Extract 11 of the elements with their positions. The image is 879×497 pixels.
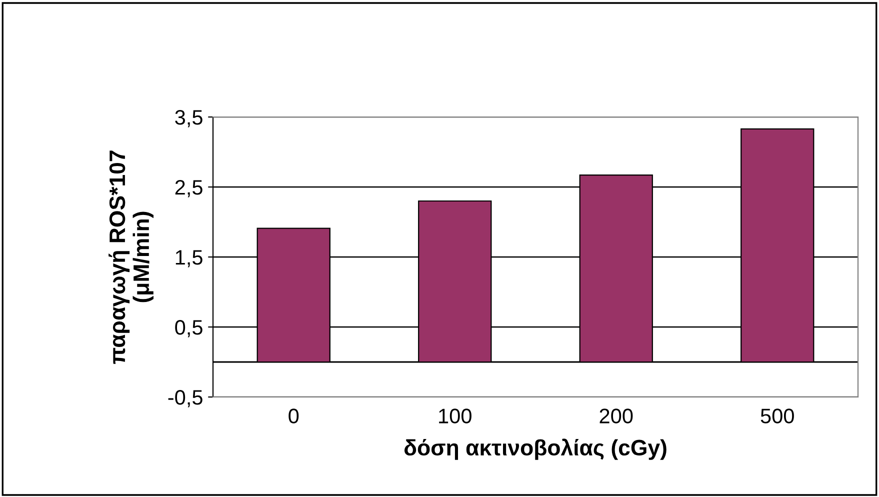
y-tick-label: -0,5 [168,390,202,408]
y-tick-label: 3,5 [175,110,202,128]
x-tick-label: 500 [760,408,794,424]
x-axis-title: δόση ακτινοβολίας (cGy) [404,438,666,460]
y-tick-label: 1,5 [176,250,202,268]
x-tick-label: 0 [288,408,299,424]
x-tick-label: 200 [600,408,633,424]
y-tick-label: 2,5 [175,180,202,198]
y-axis-title: παραγωγή ROS*107 (μM/min) [108,150,154,364]
x-tick-label: 100 [439,408,472,424]
y-tick-label: 0,5 [175,320,202,338]
